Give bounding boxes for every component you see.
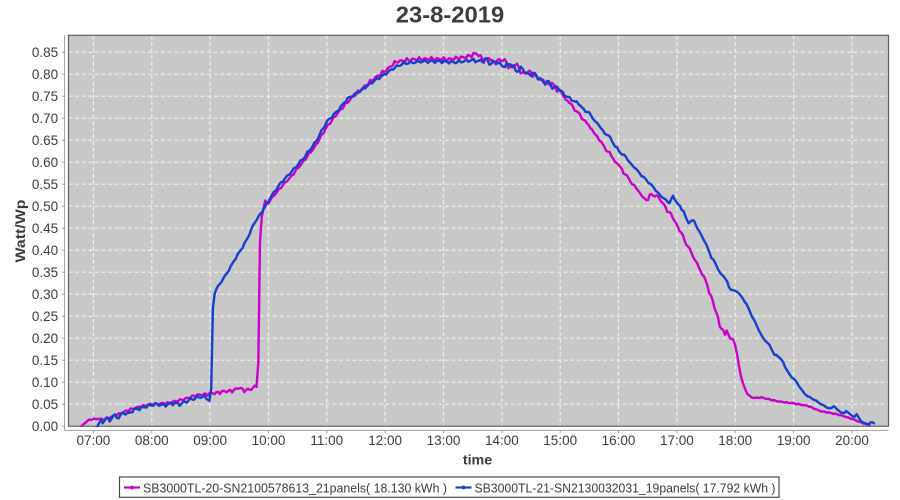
svg-text:10:00: 10:00 bbox=[252, 433, 286, 448]
svg-text:time: time bbox=[463, 452, 493, 468]
svg-text:0.15: 0.15 bbox=[32, 353, 58, 368]
svg-text:0.00: 0.00 bbox=[32, 419, 58, 434]
svg-text:0.35: 0.35 bbox=[32, 265, 58, 280]
svg-text:16:00: 16:00 bbox=[602, 433, 636, 448]
svg-text:14:00: 14:00 bbox=[485, 433, 519, 448]
svg-text:07:00: 07:00 bbox=[77, 433, 111, 448]
svg-text:17:00: 17:00 bbox=[660, 433, 694, 448]
svg-text:18:00: 18:00 bbox=[718, 433, 752, 448]
svg-text:15:00: 15:00 bbox=[543, 433, 577, 448]
svg-text:0.85: 0.85 bbox=[32, 45, 58, 60]
svg-text:20:00: 20:00 bbox=[835, 433, 869, 448]
svg-text:0.80: 0.80 bbox=[32, 67, 58, 82]
svg-text:13:00: 13:00 bbox=[427, 433, 461, 448]
svg-text:0.30: 0.30 bbox=[32, 287, 58, 302]
svg-text:08:00: 08:00 bbox=[135, 433, 169, 448]
svg-text:0.40: 0.40 bbox=[32, 243, 58, 258]
svg-text:0.70: 0.70 bbox=[32, 111, 58, 126]
svg-text:19:00: 19:00 bbox=[777, 433, 811, 448]
svg-text:0.45: 0.45 bbox=[32, 221, 58, 236]
svg-text:11:00: 11:00 bbox=[310, 433, 343, 448]
svg-text:0.10: 0.10 bbox=[32, 375, 58, 390]
svg-text:23-8-2019: 23-8-2019 bbox=[396, 2, 505, 28]
svg-text:SB3000TL-21-SN2130032031_19pan: SB3000TL-21-SN2130032031_19panels( 17.79… bbox=[475, 481, 776, 496]
svg-text:09:00: 09:00 bbox=[193, 433, 227, 448]
svg-text:0.20: 0.20 bbox=[32, 331, 58, 346]
svg-text:Watt/Wp: Watt/Wp bbox=[12, 200, 28, 263]
svg-text:0.75: 0.75 bbox=[32, 89, 58, 104]
svg-text:SB3000TL-20-SN2100578613_21pan: SB3000TL-20-SN2100578613_21panels( 18.13… bbox=[143, 481, 447, 496]
svg-text:0.25: 0.25 bbox=[32, 309, 58, 324]
svg-text:0.60: 0.60 bbox=[32, 155, 58, 170]
svg-text:12:00: 12:00 bbox=[368, 433, 402, 448]
svg-text:0.65: 0.65 bbox=[32, 133, 58, 148]
svg-text:0.50: 0.50 bbox=[32, 199, 58, 214]
svg-text:0.05: 0.05 bbox=[32, 397, 58, 412]
svg-text:0.55: 0.55 bbox=[32, 177, 58, 192]
